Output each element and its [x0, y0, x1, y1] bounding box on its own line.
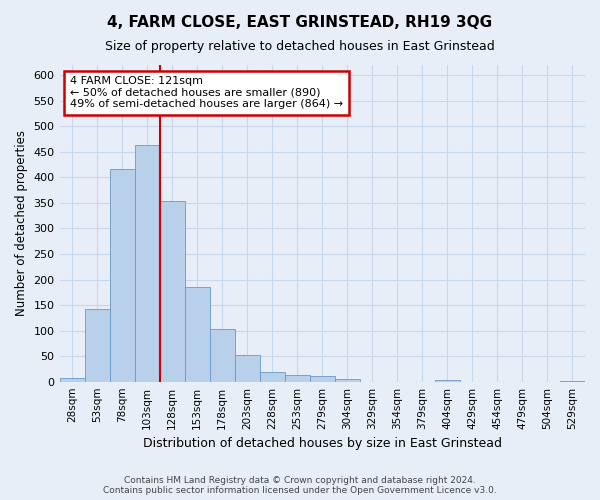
Text: 4 FARM CLOSE: 121sqm
← 50% of detached houses are smaller (890)
49% of semi-deta: 4 FARM CLOSE: 121sqm ← 50% of detached h…	[70, 76, 343, 110]
X-axis label: Distribution of detached houses by size in East Grinstead: Distribution of detached houses by size …	[143, 437, 502, 450]
Bar	[134, 145, 160, 382]
Text: Size of property relative to detached houses in East Grinstead: Size of property relative to detached ho…	[105, 40, 495, 53]
Bar	[110, 169, 134, 382]
Text: Contains HM Land Registry data © Crown copyright and database right 2024.
Contai: Contains HM Land Registry data © Crown c…	[103, 476, 497, 495]
Bar	[160, 202, 185, 382]
Bar	[209, 329, 235, 382]
Bar	[185, 287, 209, 382]
Bar	[285, 375, 310, 382]
Bar	[235, 354, 260, 382]
Bar	[260, 372, 285, 382]
Bar	[310, 376, 335, 382]
Bar	[59, 378, 85, 382]
Bar	[85, 308, 110, 382]
Y-axis label: Number of detached properties: Number of detached properties	[15, 130, 28, 316]
Bar	[560, 380, 585, 382]
Bar	[335, 379, 360, 382]
Text: 4, FARM CLOSE, EAST GRINSTEAD, RH19 3QG: 4, FARM CLOSE, EAST GRINSTEAD, RH19 3QG	[107, 15, 493, 30]
Bar	[435, 380, 460, 382]
